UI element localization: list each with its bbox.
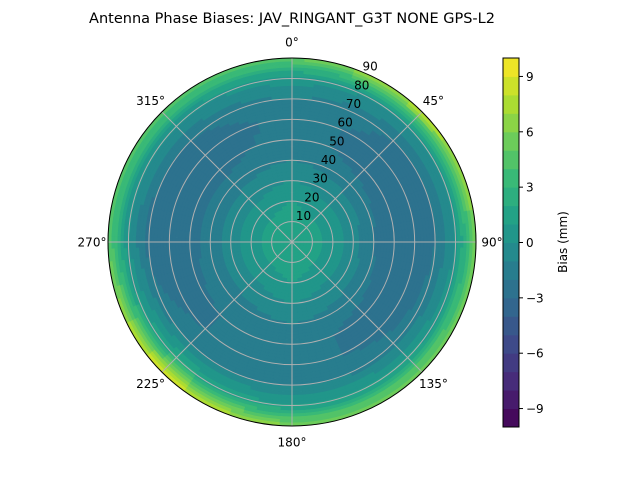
contour-cell: [292, 288, 295, 291]
contour-cell: [292, 162, 298, 165]
contour-cell: [292, 328, 298, 331]
contour-cell: [292, 306, 297, 309]
contour-cell: [289, 193, 292, 196]
contour-cell: [292, 294, 296, 297]
contour-cell: [292, 190, 296, 193]
contour-cell: [292, 291, 296, 294]
contour-cell: [288, 187, 292, 190]
contour-cell: [289, 288, 292, 291]
contour-cell: [292, 153, 298, 156]
contour-cell: [292, 325, 298, 328]
contour-cell: [292, 165, 297, 168]
contour-cell: [288, 291, 292, 294]
contour-cell: [292, 187, 296, 190]
contour-cell: [292, 312, 297, 315]
contour-cell: [287, 175, 292, 178]
contour-cell: [286, 156, 292, 159]
contour-cell: [292, 193, 295, 196]
contour-cell: [252, 243, 255, 246]
contour-cell: [335, 237, 338, 240]
contour-cell: [287, 309, 292, 312]
contour-cell: [292, 175, 297, 178]
contour-cell: [292, 184, 296, 187]
contour-cell: [286, 325, 292, 328]
chart-title: Antenna Phase Biases: JAV_RINGANT_G3T NO…: [89, 11, 495, 27]
contour-cell: [292, 150, 298, 153]
contour-cell: [287, 165, 292, 168]
contour-cell: [286, 318, 292, 321]
contour-cell: [292, 315, 297, 318]
contour-cell: [288, 297, 292, 300]
contour-cell: [286, 328, 292, 331]
contour-cell: [287, 306, 292, 309]
contour-cell: [255, 243, 258, 246]
contour-cell: [288, 294, 292, 297]
contour-cell: [287, 171, 292, 174]
contour-cell: [287, 168, 292, 171]
contour-cell: [292, 156, 298, 159]
contour-cell: [246, 243, 249, 246]
contour-cell: [287, 312, 292, 315]
contour-cell: [292, 331, 298, 334]
contour-cell: [292, 168, 297, 171]
contour-cell: [286, 162, 292, 165]
contour-cell: [292, 318, 298, 321]
contour-cell: [287, 315, 292, 318]
contour-cell: [292, 309, 297, 312]
contour-cell: [286, 150, 292, 153]
contour-cell: [292, 171, 297, 174]
contour-cell: [286, 331, 292, 334]
contour-cell: [326, 238, 329, 241]
contour-cell: [292, 297, 296, 300]
contour-cell: [329, 238, 332, 241]
contour-cell: [288, 190, 292, 193]
contour-cell: [288, 184, 292, 187]
contour-cell: [286, 153, 292, 156]
